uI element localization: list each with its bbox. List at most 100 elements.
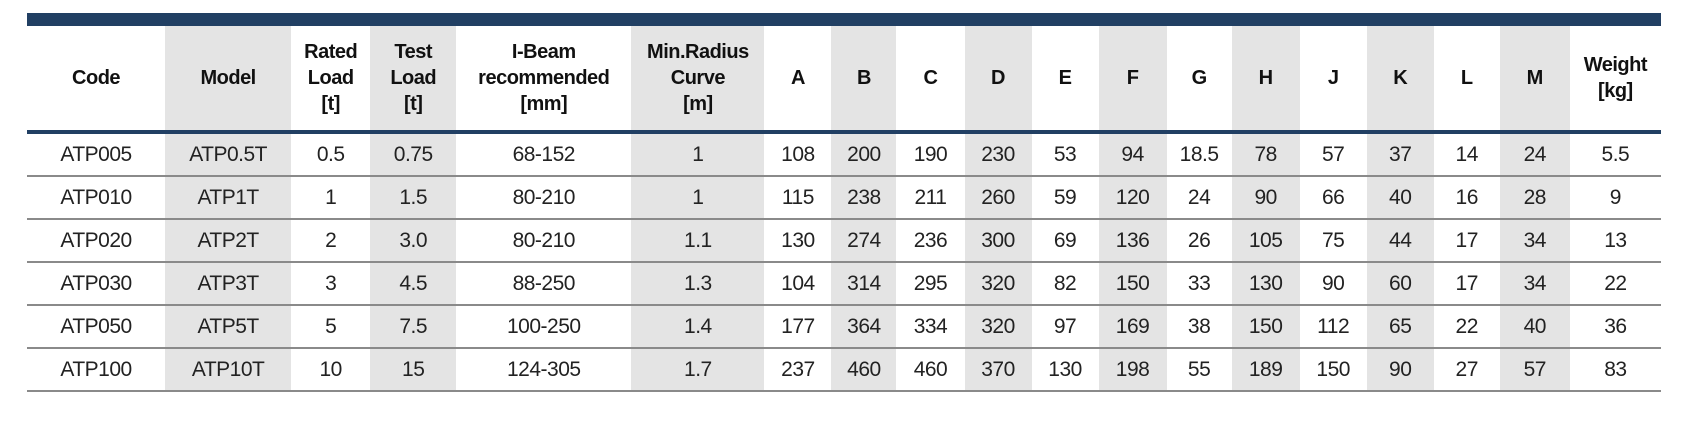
header-line: M <box>1526 67 1544 89</box>
table-cell: 24 <box>1499 132 1570 177</box>
table-cell: 189 <box>1231 348 1300 392</box>
header-line: Test <box>394 41 433 63</box>
column-header: K <box>1366 26 1434 134</box>
table-cell: 57 <box>1499 348 1570 392</box>
column-header: Code <box>27 26 166 134</box>
table-cell: ATP5T <box>165 305 292 349</box>
column-header: H <box>1231 26 1300 134</box>
table-cell: 22 <box>1433 305 1500 349</box>
table-cell: 320 <box>964 305 1032 349</box>
table-cell: 236 <box>896 219 965 263</box>
table-cell: 80-210 <box>456 219 632 263</box>
header-line: G <box>1191 67 1208 89</box>
table-cell: 2 <box>291 219 371 263</box>
header-line: Model <box>200 67 256 89</box>
column-header: Min.Radius Curve [m] <box>631 26 765 134</box>
table-cell: 370 <box>964 348 1032 392</box>
table-cell: ATP1T <box>165 176 292 220</box>
table-cell: 78 <box>1231 132 1300 177</box>
table-cell: 130 <box>1231 262 1300 306</box>
table-cell: 238 <box>831 176 897 220</box>
table-cell: 274 <box>831 219 897 263</box>
table-cell: ATP010 <box>27 176 166 220</box>
header-line: B <box>856 67 871 89</box>
header-line: C <box>923 67 938 89</box>
table-cell: 90 <box>1231 176 1300 220</box>
table-cell: 7.5 <box>370 305 457 349</box>
column-header: B <box>831 26 897 134</box>
column-header: J <box>1299 26 1367 134</box>
table-row: ATP100 ATP10T 10 15 124-305 1.7 237 460 460 370 13… <box>27 348 1661 392</box>
header-line: recommended <box>478 67 610 89</box>
table-cell: 33 <box>1166 262 1232 306</box>
header-line: Min.Radius <box>647 41 749 63</box>
table-cell: 69 <box>1031 219 1099 263</box>
table-cell: 112 <box>1299 305 1367 349</box>
table-cell: 28 <box>1499 176 1570 220</box>
table-cell: 108 <box>764 132 832 177</box>
table-cell: 190 <box>896 132 965 177</box>
table-cell: 75 <box>1299 219 1367 263</box>
table-cell: 200 <box>831 132 897 177</box>
table-cell: 237 <box>764 348 832 392</box>
column-header: A <box>764 26 832 134</box>
column-header: Test Load [t] <box>370 26 457 134</box>
table-cell: 94 <box>1098 132 1167 177</box>
table-cell: 150 <box>1299 348 1367 392</box>
table-cell: 17 <box>1433 262 1500 306</box>
table-cell: 37 <box>1366 132 1434 177</box>
column-header: G <box>1166 26 1232 134</box>
table-cell: 36 <box>1569 305 1661 349</box>
table-cell: 26 <box>1166 219 1232 263</box>
table-row: ATP010 ATP1T 1 1.5 80-210 1 115 238 211 260 59 120 2… <box>27 176 1661 220</box>
table-cell: 1.4 <box>631 305 765 349</box>
header-line: [mm] <box>520 93 568 115</box>
header-line: [m] <box>683 93 713 115</box>
table-cell: 17 <box>1433 219 1500 263</box>
table-cell: 104 <box>764 262 832 306</box>
table-cell: 260 <box>964 176 1032 220</box>
header-line: F <box>1126 67 1139 89</box>
table-cell: 295 <box>896 262 965 306</box>
table-cell: 55 <box>1166 348 1232 392</box>
column-header: Rated Load [t] <box>291 26 371 134</box>
table-cell: ATP050 <box>27 305 166 349</box>
header-line: A <box>790 67 805 89</box>
header-line: Load <box>307 67 354 89</box>
table-cell: 88-250 <box>456 262 632 306</box>
table-cell: 169 <box>1098 305 1167 349</box>
table-cell: ATP030 <box>27 262 166 306</box>
table-cell: 68-152 <box>456 132 632 177</box>
header-line: Code <box>72 67 121 89</box>
header-line: Curve <box>670 67 726 89</box>
table-cell: 53 <box>1031 132 1099 177</box>
header-line: H <box>1258 67 1273 89</box>
table-cell: 1.3 <box>631 262 765 306</box>
column-header: Weight [kg] <box>1569 26 1661 134</box>
column-header: C <box>896 26 965 134</box>
table-cell: 1.7 <box>631 348 765 392</box>
table-cell: 13 <box>1569 219 1661 263</box>
table-cell: 4.5 <box>370 262 457 306</box>
header-line: D <box>991 67 1005 89</box>
table-cell: 57 <box>1299 132 1367 177</box>
table-cell: 27 <box>1433 348 1500 392</box>
column-header: Model <box>165 26 292 134</box>
table-cell: 38 <box>1166 305 1232 349</box>
header-line: Rated <box>304 41 358 63</box>
table-cell: 9 <box>1569 176 1661 220</box>
top-bar <box>27 13 1661 26</box>
table-cell: 18.5 <box>1166 132 1232 177</box>
table-cell: 90 <box>1299 262 1367 306</box>
table-cell: 314 <box>831 262 897 306</box>
table-cell: 1 <box>631 132 765 177</box>
column-header: D <box>964 26 1032 134</box>
table-cell: ATP0.5T <box>165 132 292 177</box>
table-cell: 364 <box>831 305 897 349</box>
table-cell: 14 <box>1433 132 1500 177</box>
header-line: J <box>1327 67 1339 89</box>
table-cell: 130 <box>1031 348 1099 392</box>
table-cell: 211 <box>896 176 965 220</box>
table-cell: 34 <box>1499 219 1570 263</box>
